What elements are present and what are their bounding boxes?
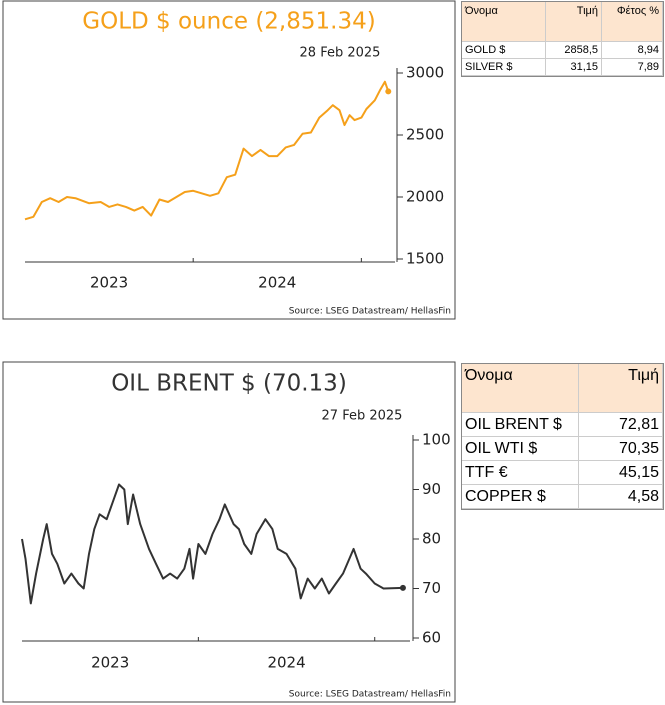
table-cell: 45,15 — [579, 461, 663, 485]
y-tick-label: 70 — [422, 579, 441, 597]
chart-title: GOLD $ ounce (2,851.34) — [82, 9, 375, 35]
series-line — [24, 80, 390, 221]
table-cell: TTF € — [462, 461, 579, 485]
source-note: Source: LSEG Datastream/ HellasFin — [289, 307, 451, 317]
table-cell: 72,81 — [579, 413, 663, 437]
end-marker — [399, 584, 406, 591]
x-tick-label: 2024 — [267, 654, 305, 672]
y-tick-label: 80 — [422, 530, 441, 548]
data-table: Όνομα Τιμή Φέτος % GOLD $2858,5 8,94 SILVER $… — [461, 1, 664, 77]
table-cell: OIL BRENT $ — [462, 413, 579, 437]
end-marker — [385, 88, 392, 95]
date-annotation: 27 Feb 2025 — [322, 409, 403, 424]
table-header: Όνομα — [462, 364, 579, 413]
table-header: Τιμή — [546, 2, 602, 42]
date-annotation: 28 Feb 2025 — [300, 46, 381, 61]
table-cell: 31,15 — [546, 59, 602, 76]
source-note: Source: LSEG Datastream/ HellasFin — [289, 690, 451, 700]
table-cell: 8,94 — [602, 42, 663, 59]
table-header: Φέτος % — [602, 2, 663, 42]
data-table: Όνομα Τιμή OIL BRENT $72,81 OIL WTI $70,35 T… — [461, 363, 664, 510]
x-tick-label: 2023 — [91, 654, 129, 672]
y-tick-label: 2000 — [406, 188, 444, 206]
table-header: Όνομα — [462, 2, 546, 42]
y-tick-label: 2500 — [406, 126, 444, 144]
chart-frame — [2, 361, 456, 703]
table-cell: SILVER $ — [462, 59, 546, 76]
table-cell: 2858,5 — [546, 42, 602, 59]
y-tick-label: 100 — [422, 431, 451, 449]
table-header: Τιμή — [579, 364, 663, 413]
table-cell: OIL WTI $ — [462, 437, 579, 461]
series-line — [21, 483, 403, 605]
y-tick-label: 1500 — [406, 250, 444, 268]
y-tick-label: 60 — [422, 629, 441, 647]
y-tick-label: 3000 — [406, 64, 444, 82]
table-cell: COPPER $ — [462, 485, 579, 509]
x-tick-label: 2023 — [90, 274, 128, 292]
table-cell: 4,58 — [579, 485, 663, 509]
chart-frame — [2, 0, 456, 320]
chart-title: OIL BRENT $ (70.13) — [111, 371, 347, 397]
table-cell: 7,89 — [602, 59, 663, 76]
table-cell: GOLD $ — [462, 42, 546, 59]
y-tick-label: 90 — [422, 480, 441, 498]
table-cell: 70,35 — [579, 437, 663, 461]
x-tick-label: 2024 — [258, 274, 296, 292]
